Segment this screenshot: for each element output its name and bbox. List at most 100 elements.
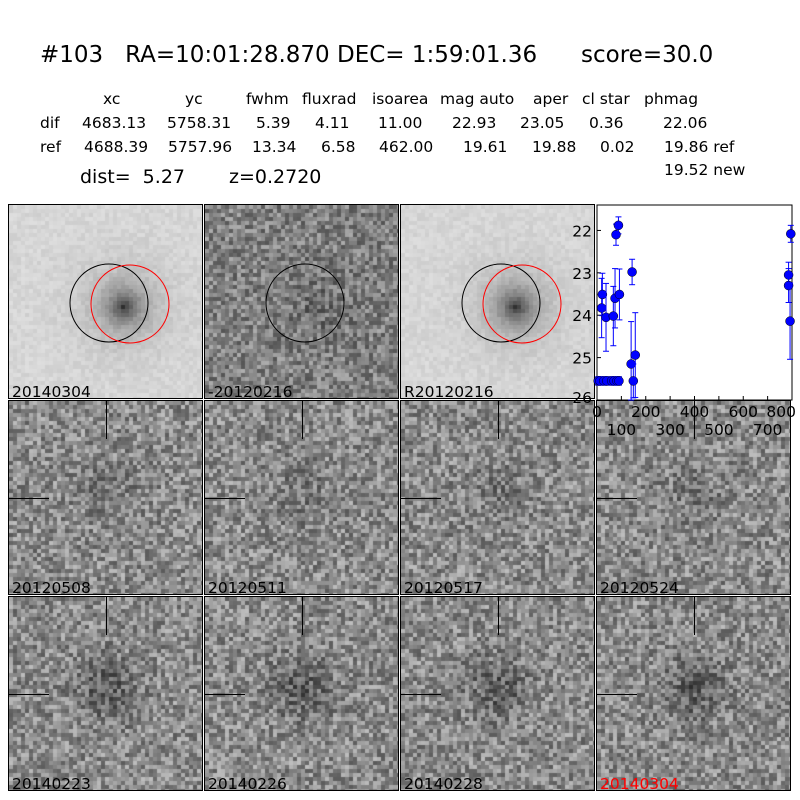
crosshair-tick [302,401,303,439]
stamp-date-label: 20140304 [600,775,679,791]
stamp-diff: -20120216 [204,204,399,399]
new-aperture-circle [90,264,170,344]
y-tick-label: 22 [572,222,592,240]
cell-fluxrad: 4.11 [315,114,350,132]
column-header: fwhm [246,90,289,108]
row-name: dif [40,114,60,132]
x-tick-label: 100 [607,421,637,439]
plot-area [596,204,793,401]
crosshair-tick [106,401,107,439]
data-point [611,229,621,240]
ref-aperture-circle [265,263,345,343]
cell-fwhm: 13.34 [252,138,297,156]
crosshair-tick [498,597,499,635]
stamp-epoch: 20140304 [596,596,791,791]
cell-yc: 5758.31 [167,114,232,132]
crosshair-tick [694,401,695,439]
data-point [786,229,796,239]
crosshair-tick [9,694,49,695]
crosshair-tick [694,597,695,635]
phmag-new: 19.52 new [664,161,746,179]
column-header: phmag [644,90,699,108]
crosshair-tick [401,694,441,695]
redshift-value: z=0.2720 [229,166,322,188]
crosshair-tick [597,498,637,499]
x-tick-label: 700 [753,421,783,439]
candidate-title: #103 RA=10:01:28.870 DEC= 1:59:01.36 sco… [40,42,713,68]
data-point [627,267,637,277]
stamp-date-label: 20120511 [208,579,287,595]
crosshair-tick [498,401,499,439]
ra: RA=10:01:28.870 [125,42,330,68]
stamp-epoch: 20120517 [400,400,595,595]
stamp-new: 20140304 [8,204,203,399]
y-tick-label: 24 [572,307,592,325]
cell-isoarea: 11.00 [378,114,423,132]
stamp-epoch: 20120524 [596,400,791,595]
stamp-epoch: 20140223 [8,596,203,791]
cell-aper: 23.05 [520,114,565,132]
data-point [614,289,625,300]
cell-xc: 4688.39 [84,138,149,156]
cell-mag-auto: 19.61 [463,138,508,156]
x-tick-label: 400 [680,403,710,421]
cell-cl-star: 0.36 [589,114,624,132]
ref-aperture-circle [461,263,541,343]
cell-mag-auto: 22.93 [452,114,497,132]
data-point [608,311,619,321]
data-point [783,280,794,291]
column-header: yc [185,90,203,108]
crosshair-tick [205,694,245,695]
cell-fwhm: 5.39 [256,114,291,132]
crosshair-tick [597,694,637,695]
data-point [630,350,641,360]
column-header: cl star [582,90,630,108]
crosshair-tick [106,597,107,635]
data-point [596,303,607,313]
data-point [785,316,795,326]
stamp-date-label: 20120517 [404,579,483,595]
dec: DEC= 1:59:01.36 [337,42,538,68]
column-header: aper [533,90,569,108]
stamp-date-label: 20120508 [12,579,91,595]
stamp-date-label: 20140228 [404,775,483,791]
x-tick-label: 200 [631,403,661,421]
crosshair-tick [9,498,49,499]
stamp-date-label: R20120216 [404,383,494,399]
ref-aperture-circle [69,263,149,343]
stamp-date-label: 20140223 [12,775,91,791]
stamp-epoch: 20140226 [204,596,399,791]
cell-yc: 5757.96 [168,138,233,156]
stamp-date-label: 20120524 [600,579,679,595]
cell-phmag: 19.86 ref [664,138,735,156]
column-header: mag auto [440,90,515,108]
cell-fluxrad: 6.58 [321,138,356,156]
data-point [628,376,639,386]
stamp-date-label: 20140304 [12,383,91,399]
x-tick-label: 800 [766,403,796,421]
column-header: xc [103,90,121,108]
y-tick-label: 25 [572,350,592,368]
column-header: isoarea [372,90,429,108]
x-tick-label: 500 [704,421,734,439]
x-tick-label: 0 [592,403,602,421]
crosshair-tick [302,597,303,635]
data-point [613,220,624,231]
cell-aper: 19.88 [532,138,577,156]
y-tick-label: 26 [572,389,592,407]
crosshair-tick [401,498,441,499]
data-point [614,376,624,386]
cell-isoarea: 462.00 [379,138,434,156]
row-name: ref [40,138,62,156]
cell-xc: 4683.13 [82,114,147,132]
x-tick-label: 600 [728,403,758,421]
data-point [597,289,608,300]
candidate-id: #103 [40,42,104,68]
stamp-date-label: 20140226 [208,775,287,791]
stamp-ref: R20120216 [400,204,595,399]
column-header: fluxrad [302,90,357,108]
stamp-date-label: -20120216 [208,383,293,399]
new-aperture-circle [482,264,562,344]
